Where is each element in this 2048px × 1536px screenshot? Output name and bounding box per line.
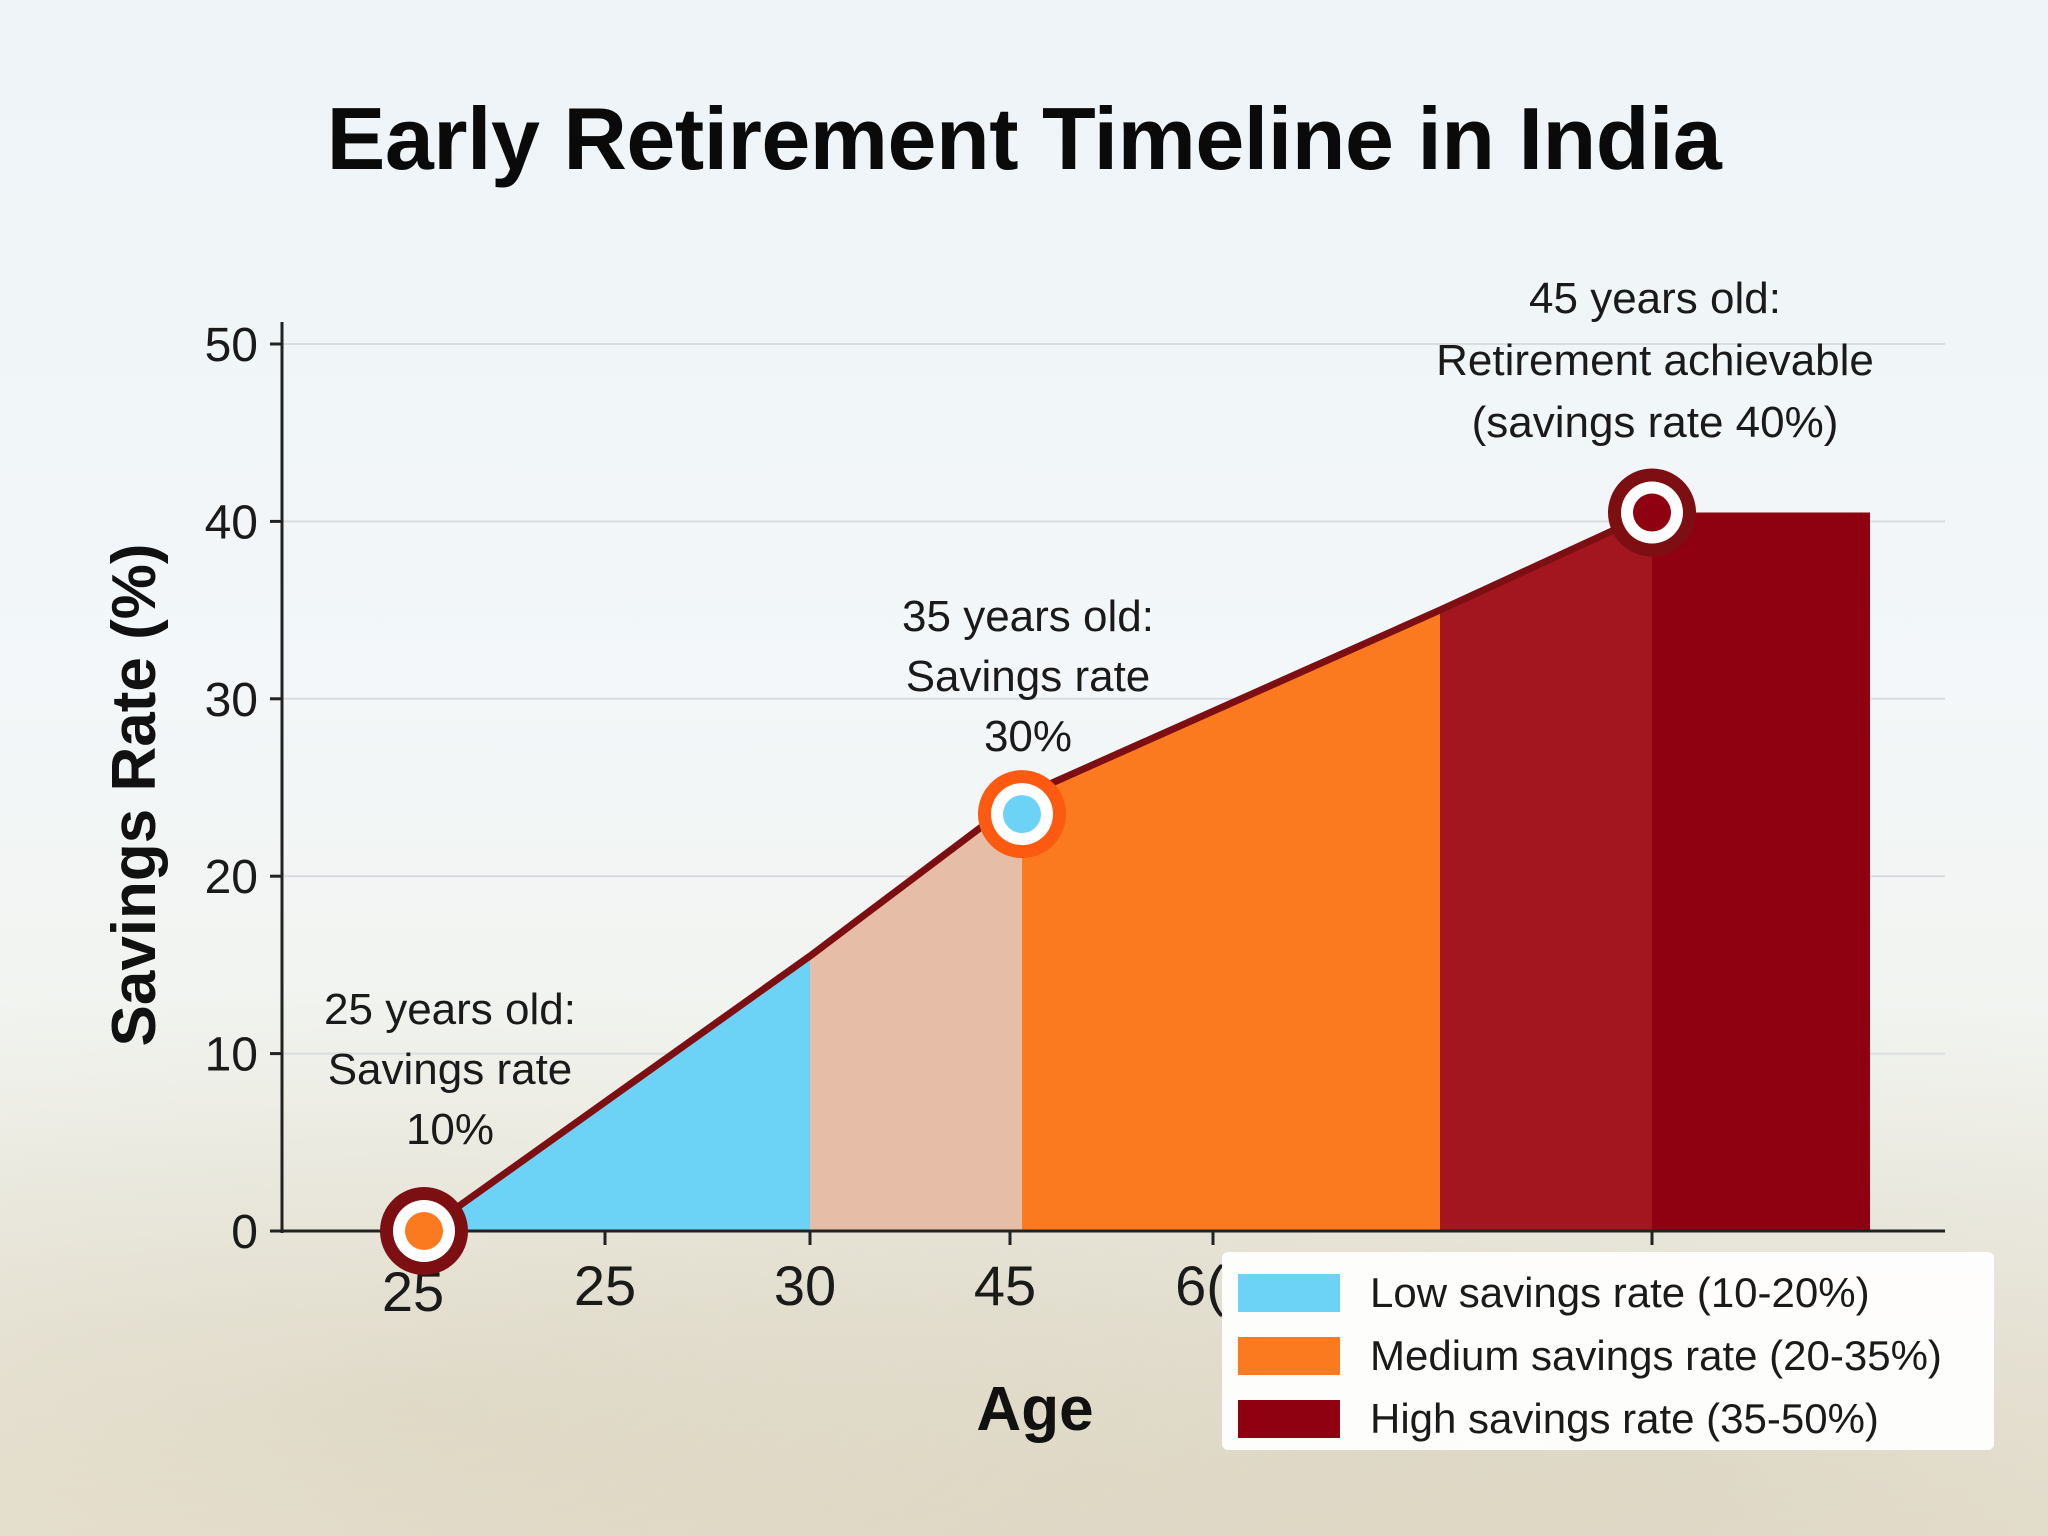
x-tick-label: 6(	[1175, 1254, 1225, 1317]
x-axis-title: Age	[976, 1375, 1093, 1444]
y-tick-label: 0	[231, 1206, 258, 1259]
y-tick-label: 10	[205, 1029, 258, 1082]
milestone-annotation: Savings rate	[906, 652, 1151, 701]
chart-legend: Low savings rate (10-20%) Medium savings …	[1222, 1252, 1994, 1450]
milestone-annotation: 25 years old:	[324, 985, 576, 1034]
legend-label: Low savings rate (10-20%)	[1370, 1269, 1870, 1316]
milestone-annotation: Savings rate	[328, 1045, 573, 1094]
milestone-marker-dot	[1003, 795, 1041, 834]
milestone-annotation: Retirement achievable	[1436, 336, 1874, 385]
area-high-savings-early	[1440, 512, 1652, 1231]
x-tick-label: 45	[974, 1254, 1036, 1317]
area-high-savings	[1652, 512, 1870, 1231]
milestone-annotation: (savings rate 40%)	[1472, 398, 1839, 447]
legend-item: High savings rate (35-50%)	[1238, 1394, 1879, 1444]
legend-swatch	[1238, 1400, 1340, 1438]
milestone-annotation: 45 years old:	[1529, 274, 1781, 323]
y-tick-label: 40	[205, 496, 258, 549]
milestone-marker-dot	[405, 1212, 443, 1250]
chart-title: Early Retirement Timeline in India	[326, 89, 1722, 188]
milestone-annotation: 10%	[406, 1105, 494, 1154]
y-tick-label: 30	[205, 674, 258, 727]
x-tick-label: 25	[574, 1254, 636, 1317]
milestone-annotation: 30%	[984, 712, 1072, 761]
milestone-annotation: 35 years old:	[902, 592, 1154, 641]
x-tick-label: 30	[774, 1254, 836, 1317]
milestone-marker-dot	[1633, 493, 1671, 532]
y-tick-label: 20	[205, 851, 258, 904]
legend-swatch	[1238, 1274, 1340, 1312]
y-axis-title: Savings Rate (%)	[100, 543, 169, 1046]
legend-label: Medium savings rate (20-35%)	[1370, 1332, 1942, 1379]
area-medium-savings-early	[810, 796, 1022, 1231]
legend-label: High savings rate (35-50%)	[1370, 1395, 1879, 1442]
legend-swatch	[1238, 1337, 1340, 1375]
area-medium-savings	[1022, 610, 1440, 1231]
y-tick-label: 50	[205, 319, 258, 372]
legend-item: Medium savings rate (20-35%)	[1238, 1331, 1942, 1381]
legend-item: Low savings rate (10-20%)	[1238, 1268, 1870, 1318]
